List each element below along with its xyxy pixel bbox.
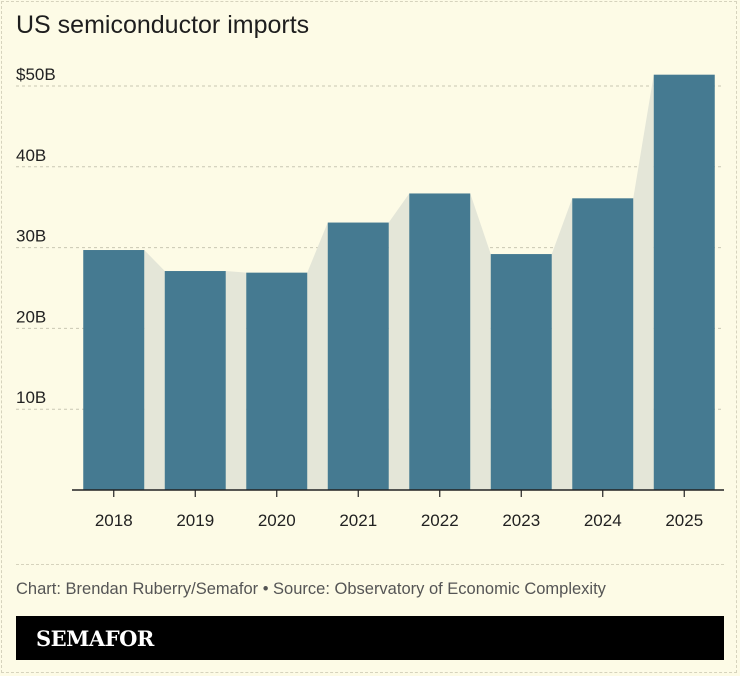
y-tick-label-3: 40B [16,146,46,165]
bar-2022 [409,193,471,491]
x-tick-label-2021: 2021 [339,511,377,530]
brand-logo: SEMAFOR [36,626,154,651]
connector-2019 [225,271,247,490]
bar-2020 [246,272,308,490]
connector-2020 [307,222,328,490]
bar-2019 [164,271,226,490]
y-tick-label-0: 10B [16,388,46,407]
bar-2018 [83,250,145,490]
connector-2023 [551,198,573,490]
divider [16,564,724,565]
x-tick-label-2023: 2023 [502,511,540,530]
y-tick-label-2: 30B [16,227,46,246]
bar-chart: 10B 20B 30B 40B $50B 2018 2019 2020 2021 2022 2023… [16,65,724,530]
x-tick-label-2025: 2025 [665,511,703,530]
x-tick-label-2020: 2020 [258,511,296,530]
bar-2021 [327,222,389,490]
y-tick-label-1: 20B [16,307,46,326]
chart-title: US semiconductor imports [16,11,310,39]
chart-credit: Chart: Brendan Ruberry/Semafor • Source:… [16,580,606,598]
brand-bar: SEMAFOR [16,616,724,660]
y-tick-label-4: $50B [16,65,56,84]
bar-2025 [653,74,715,491]
x-tick-label-2024: 2024 [584,511,622,530]
x-tick-label-2022: 2022 [421,511,459,530]
bar-2024 [572,198,634,490]
x-tick-label-2018: 2018 [95,511,133,530]
connector-2021 [388,193,410,491]
connector-2024 [633,74,654,491]
x-tick-label-2019: 2019 [176,511,214,530]
connector-2018 [144,250,165,490]
bar-2023 [490,254,552,490]
connector-2022 [470,193,491,491]
